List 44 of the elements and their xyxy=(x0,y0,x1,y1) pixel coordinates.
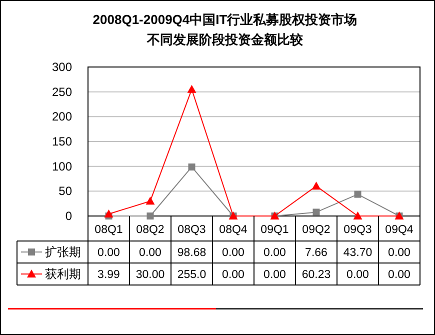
data-label: 0.00 xyxy=(388,247,410,259)
data-label: 0.00 xyxy=(388,269,410,281)
point xyxy=(312,182,321,190)
y-tick-label: 0 xyxy=(65,209,72,223)
data-label: 43.70 xyxy=(343,247,372,259)
data-label: 0.00 xyxy=(98,247,120,259)
data-label: 255.0 xyxy=(177,269,206,281)
x-tick-label: 09Q2 xyxy=(302,224,330,236)
point xyxy=(146,196,155,205)
data-label: 60.23 xyxy=(302,269,331,281)
y-tick-label: 250 xyxy=(52,84,72,99)
data-label: 3.99 xyxy=(98,269,120,281)
legend-label: 获利期 xyxy=(45,267,81,281)
y-tick-label: 100 xyxy=(52,159,72,174)
y-tick-label: 50 xyxy=(58,184,72,198)
point xyxy=(187,84,196,93)
point xyxy=(312,208,320,216)
point xyxy=(354,190,362,198)
point xyxy=(146,212,154,220)
x-tick-label: 09Q1 xyxy=(260,224,289,236)
x-tick-label: 08Q4 xyxy=(219,224,248,236)
x-tick-label: 09Q3 xyxy=(344,224,372,236)
data-label: 0.00 xyxy=(264,269,286,281)
point xyxy=(104,210,114,218)
chart-subtitle: 不同发展阶段投资金额比较 xyxy=(146,32,304,47)
data-label: 0.00 xyxy=(222,247,244,259)
point xyxy=(188,163,196,170)
data-label: 0.00 xyxy=(264,247,286,259)
x-tick-label: 08Q2 xyxy=(136,224,164,236)
x-tick-label: 08Q1 xyxy=(94,224,123,236)
y-tick-label: 150 xyxy=(52,134,72,148)
data-label: 0.00 xyxy=(222,269,244,281)
y-tick-label: 300 xyxy=(52,60,72,74)
data-label: 0.00 xyxy=(346,269,369,281)
x-tick-label: 09Q4 xyxy=(385,224,414,236)
data-label: 98.68 xyxy=(177,247,206,259)
chart-title: 2008Q1-2009Q4中国IT行业私募股权投资市场 xyxy=(92,12,358,27)
x-tick-label: 08Q3 xyxy=(178,224,206,236)
data-label: 0.00 xyxy=(139,247,162,259)
legend-label: 扩张期 xyxy=(45,245,81,259)
point xyxy=(353,212,362,220)
data-label: 30.00 xyxy=(136,269,165,281)
data-label: 7.66 xyxy=(305,247,328,259)
y-tick-label: 200 xyxy=(52,110,72,124)
